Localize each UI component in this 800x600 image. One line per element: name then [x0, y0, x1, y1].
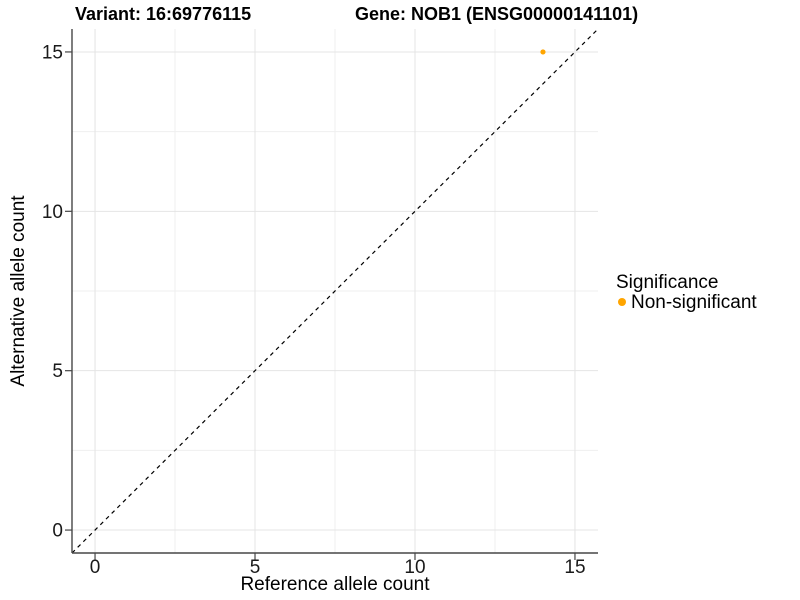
y-tick-label: 5	[52, 361, 63, 382]
y-tick-label: 0	[52, 521, 63, 542]
x-tick-label: 15	[564, 557, 585, 578]
legend-title: Significance	[616, 272, 719, 293]
legend-item-label: Non-significant	[631, 292, 757, 313]
data-point	[540, 49, 546, 55]
y-tick-label: 10	[42, 202, 63, 223]
plot-title-gene: Gene: NOB1 (ENSG00000141101)	[355, 4, 639, 24]
x-tick-label: 5	[250, 557, 261, 578]
legend-point-icon	[618, 298, 626, 306]
x-axis-title: Reference allele count	[240, 574, 430, 595]
x-tick-label: 0	[90, 557, 101, 578]
plot-title-variant: Variant: 16:69776115	[75, 4, 252, 24]
y-tick-label: 15	[42, 42, 63, 63]
identity-reference-line	[71, 28, 599, 554]
x-tick-label: 10	[404, 557, 425, 578]
y-axis-title: Alternative allele count	[8, 195, 29, 387]
